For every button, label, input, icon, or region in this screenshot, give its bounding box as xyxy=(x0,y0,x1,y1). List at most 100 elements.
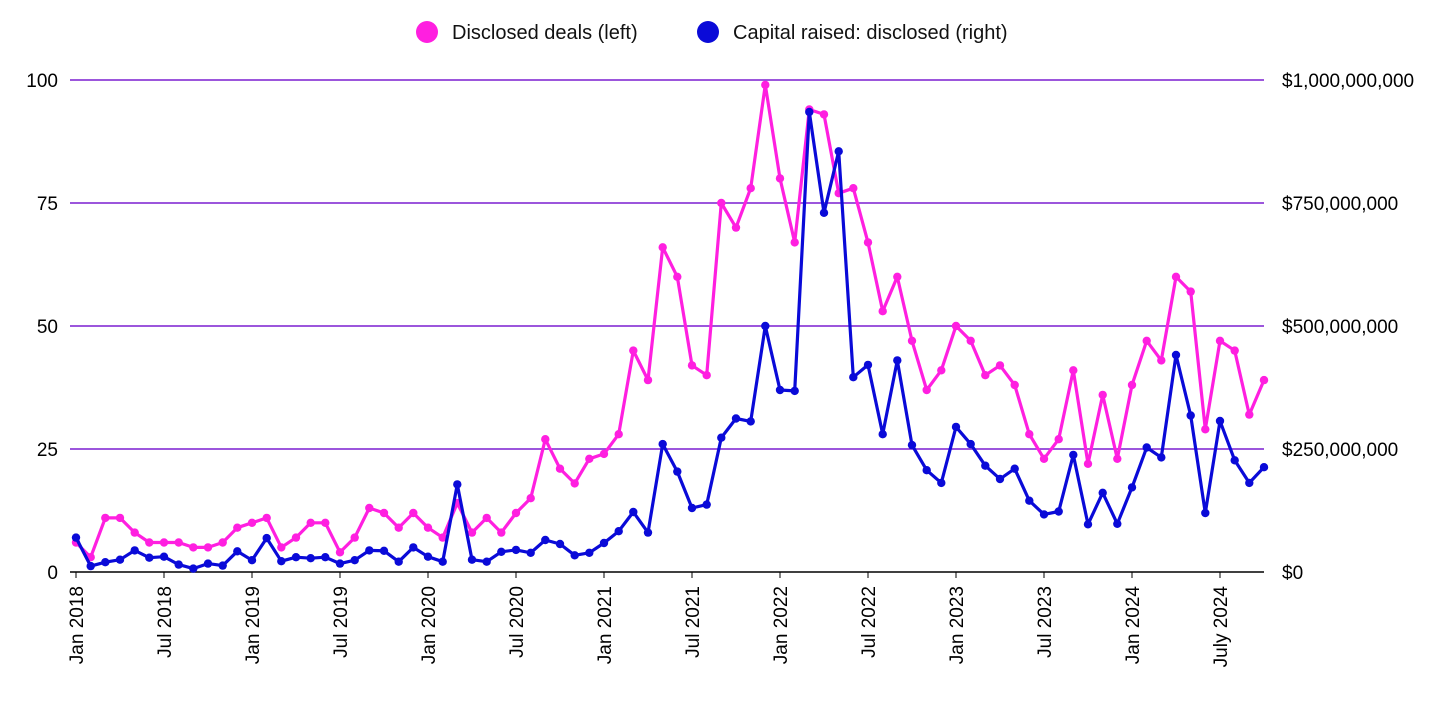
capital-raised-point xyxy=(482,557,491,566)
capital-raised-point xyxy=(790,386,799,396)
disclosed-deals-point xyxy=(673,272,682,281)
disclosed-deals-point xyxy=(277,543,286,552)
disclosed-deals-point xyxy=(1010,380,1019,390)
capital-raised-point xyxy=(702,500,711,509)
capital-raised-point xyxy=(1113,519,1122,528)
left-y-tick-label: 25 xyxy=(37,440,58,461)
disclosed-deals-point xyxy=(1098,390,1107,400)
capital-raised-point xyxy=(805,107,814,117)
capital-raised-point xyxy=(555,539,565,549)
legend-label-capital: Capital raised: disclosed (right) xyxy=(733,22,1008,44)
capital-raised-point xyxy=(1098,488,1107,497)
x-tick-label: Jul 2021 xyxy=(683,586,704,658)
capital-raised-point xyxy=(907,440,917,450)
disclosed-deals-point xyxy=(1127,380,1137,390)
disclosed-deals-point xyxy=(379,508,389,518)
capital-raised-point xyxy=(526,548,535,557)
capital-raised-point xyxy=(893,356,902,365)
capital-raised-point xyxy=(115,555,125,564)
capital-raised-point xyxy=(951,422,961,432)
capital-raised-point xyxy=(379,546,389,555)
disclosed-deals-point xyxy=(849,184,858,193)
capital-raised-point xyxy=(218,561,227,570)
right-y-tick-label: $250,000,000 xyxy=(1282,440,1398,461)
disclosed-deals-point xyxy=(1186,287,1195,296)
disclosed-deals-point xyxy=(878,307,887,316)
disclosed-deals-point xyxy=(482,513,491,523)
capital-raised-point xyxy=(731,414,741,423)
disclosed-deals-point xyxy=(702,371,711,380)
capital-raised-point xyxy=(1171,350,1181,360)
capital-raised-series xyxy=(71,107,1269,573)
disclosed-deals-point xyxy=(1142,336,1151,345)
capital-raised-point xyxy=(262,533,271,543)
disclosed-deals-point xyxy=(761,80,770,90)
disclosed-deals-point xyxy=(350,533,359,542)
capital-raised-point xyxy=(71,533,81,542)
capital-raised-point xyxy=(365,546,374,555)
capital-raised-point xyxy=(438,557,447,566)
disclosed-deals-point xyxy=(790,238,799,247)
disclosed-deals-point xyxy=(1069,366,1078,375)
x-tick-label: Jan 2020 xyxy=(419,586,440,664)
disclosed-deals-point xyxy=(497,528,506,537)
disclosed-deals-point xyxy=(1025,430,1034,439)
capital-raised-point xyxy=(599,538,609,548)
capital-raised-point xyxy=(687,503,697,513)
legend-label-deals: Disclosed deals (left) xyxy=(452,22,638,44)
capital-raised-point xyxy=(849,373,858,382)
disclosed-deals-point xyxy=(247,518,257,527)
capital-raised-point xyxy=(174,560,183,569)
capital-raised-point xyxy=(159,552,169,561)
capital-raised-point xyxy=(775,385,785,395)
disclosed-deals-point xyxy=(541,435,550,444)
disclosed-deals-point xyxy=(409,508,418,518)
disclosed-deals-point xyxy=(937,366,946,375)
capital-raised-point xyxy=(1201,508,1210,518)
capital-raised-point xyxy=(394,557,403,566)
left-y-tick-label: 0 xyxy=(47,563,58,584)
x-tick-label: Jan 2023 xyxy=(947,586,968,664)
disclosed-deals-point xyxy=(629,346,638,355)
left-y-tick-label: 100 xyxy=(26,71,58,92)
disclosed-deals-point xyxy=(115,513,125,523)
disclosed-deals-point xyxy=(438,533,447,542)
disclosed-deals-point xyxy=(658,243,667,252)
disclosed-deals-point xyxy=(687,361,697,370)
capital-raised-point xyxy=(981,461,990,470)
capital-raised-point xyxy=(1010,464,1019,473)
capital-raised-point xyxy=(145,553,154,562)
disclosed-deals-point xyxy=(1245,410,1254,419)
left-y-axis: 0 25 50 75 100 xyxy=(26,71,58,584)
x-tick-label: Jul 2020 xyxy=(507,586,528,658)
disclosed-deals-point xyxy=(203,543,213,552)
disclosed-deals-point xyxy=(423,523,433,532)
capital-raised-point xyxy=(746,417,755,426)
x-tick-label: Jul 2023 xyxy=(1035,586,1056,658)
capital-raised-point xyxy=(409,543,418,552)
x-axis: Jan 2018 Jul 2018 Jan 2019 Jul 2019 Jan 2020… xyxy=(67,572,1232,667)
capital-raised-point xyxy=(277,557,286,566)
disclosed-deals-point xyxy=(291,533,301,542)
capital-raised-point xyxy=(570,551,579,560)
capital-raised-point xyxy=(350,556,359,565)
capital-raised-point xyxy=(878,430,887,439)
capital-raised-point xyxy=(511,545,521,555)
disclosed-deals-series xyxy=(71,80,1269,562)
disclosed-deals-line xyxy=(74,83,1266,559)
disclosed-deals-point xyxy=(775,174,785,183)
disclosed-deals-point xyxy=(1157,356,1166,365)
disclosed-deals-point xyxy=(1083,459,1093,468)
capital-raised-point xyxy=(819,208,829,217)
right-y-tick-label: $750,000,000 xyxy=(1282,194,1398,215)
disclosed-deals-point xyxy=(511,508,521,518)
disclosed-deals-point xyxy=(321,518,330,527)
x-tick-label: Jan 2021 xyxy=(595,586,616,664)
disclosed-deals-point xyxy=(145,538,154,547)
legend-marker-deals xyxy=(416,21,438,43)
capital-raised-point xyxy=(717,433,726,442)
disclosed-deals-point xyxy=(233,523,242,532)
disclosed-deals-point xyxy=(1259,375,1269,385)
